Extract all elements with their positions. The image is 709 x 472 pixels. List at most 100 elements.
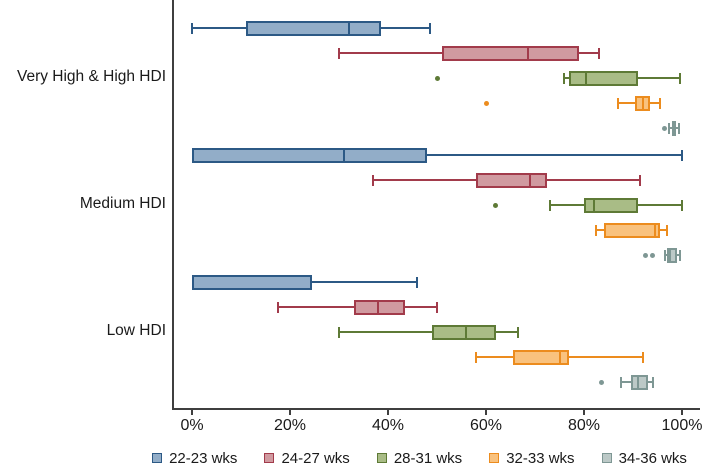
median-line	[377, 299, 380, 315]
legend-label: 24-27 wks	[281, 449, 350, 467]
whisker-cap	[678, 122, 681, 134]
whisker-cap	[681, 149, 683, 161]
x-axis-tick-label: 20%	[273, 417, 307, 434]
x-axis-line	[172, 408, 700, 410]
whisker-line	[677, 254, 680, 256]
x-axis-tick-label: 40%	[371, 417, 405, 434]
whisker-cap	[416, 276, 419, 288]
median-line	[672, 120, 675, 136]
legend-swatch	[489, 453, 500, 463]
whisker-cap	[597, 47, 600, 59]
whisker-line	[549, 204, 584, 206]
whisker-line	[373, 179, 477, 181]
whisker-cap	[436, 301, 438, 313]
outlier-dot	[598, 379, 604, 385]
outlier-dot	[642, 252, 648, 258]
whisker-line	[659, 229, 668, 231]
whisker-cap	[666, 224, 669, 236]
whisker-line	[564, 77, 570, 79]
median-line	[529, 172, 532, 188]
x-axis-tick	[289, 409, 291, 415]
median-line	[347, 20, 350, 36]
whisker-cap	[641, 351, 644, 363]
x-axis-tick	[583, 409, 585, 415]
legend-item: 32-33 wks	[489, 449, 575, 467]
x-axis-tick	[191, 409, 193, 415]
x-axis-tick-label: 0%	[180, 417, 204, 434]
whisker-cap	[678, 249, 681, 261]
whisker-line	[547, 179, 641, 181]
median-line	[668, 247, 671, 263]
whisker-cap	[681, 199, 683, 211]
median-line	[592, 197, 595, 213]
whisker-line	[339, 331, 433, 333]
boxplot-box	[441, 45, 580, 61]
whisker-line	[427, 154, 682, 156]
legend: 22-23 wks 24-27 wks 28-31 wks 32-33 wks 34-3…	[130, 447, 709, 469]
boxplot-box	[245, 20, 381, 36]
whisker-cap	[191, 22, 193, 34]
median-line	[585, 70, 588, 86]
legend-item: 34-36 wks	[601, 449, 687, 467]
whisker-line	[312, 281, 418, 283]
legend-item: 28-31 wks	[376, 449, 463, 467]
whisker-line	[637, 77, 680, 79]
legend-swatch	[152, 453, 163, 463]
boxplot-box	[630, 374, 648, 390]
boxplot-box	[667, 247, 678, 263]
whisker-line	[380, 27, 430, 29]
legend-swatch	[264, 453, 275, 463]
boxplot-box	[353, 299, 406, 315]
whisker-line	[569, 356, 643, 358]
whisker-line	[476, 356, 513, 358]
median-line	[636, 374, 639, 390]
median-line	[654, 222, 657, 238]
whisker-cap	[678, 72, 681, 84]
x-axis-tick-label: 100%	[661, 417, 703, 434]
median-line	[342, 147, 345, 163]
outlier-dot	[493, 202, 499, 208]
whisker-line	[637, 204, 682, 206]
whisker-line	[668, 127, 672, 129]
y-axis-line	[172, 0, 174, 410]
x-axis-tick	[681, 409, 683, 415]
whisker-cap	[639, 174, 642, 186]
whisker-line	[596, 229, 604, 231]
x-axis-tick	[485, 409, 487, 415]
legend-item: 24-27 wks	[264, 449, 350, 467]
boxplot-box	[603, 222, 660, 238]
whisker-cap	[595, 224, 598, 236]
whisker-cap	[276, 301, 279, 313]
legend-label: 32-33 wks	[506, 449, 575, 467]
median-line	[465, 324, 468, 340]
whisker-line	[339, 52, 442, 54]
boxplot-box	[192, 274, 313, 290]
x-axis-tick-label: 60%	[469, 417, 503, 434]
whisker-line	[495, 331, 518, 333]
whisker-line	[579, 52, 599, 54]
whisker-cap	[372, 174, 375, 186]
legend-swatch	[601, 453, 612, 463]
boxplot-box	[192, 147, 428, 163]
whisker-line	[664, 254, 668, 256]
whisker-cap	[617, 97, 620, 109]
outlier-dot	[483, 100, 489, 106]
whisker-cap	[338, 47, 340, 59]
whisker-cap	[563, 72, 566, 84]
outlier-dot	[434, 75, 440, 81]
whisker-cap	[651, 376, 654, 388]
legend-swatch	[376, 453, 387, 463]
y-axis-label: Low HDI	[106, 322, 166, 339]
legend-label: 34-36 wks	[618, 449, 687, 467]
boxplot-box	[476, 172, 548, 188]
outlier-dot	[662, 125, 668, 131]
whisker-line	[192, 27, 246, 29]
whisker-line	[675, 127, 680, 129]
whisker-line	[620, 381, 631, 383]
whisker-line	[277, 306, 354, 308]
whisker-cap	[548, 199, 551, 211]
whisker-cap	[428, 22, 431, 34]
whisker-line	[618, 102, 636, 104]
whisker-cap	[619, 376, 622, 388]
legend-label: 28-31 wks	[393, 449, 463, 467]
